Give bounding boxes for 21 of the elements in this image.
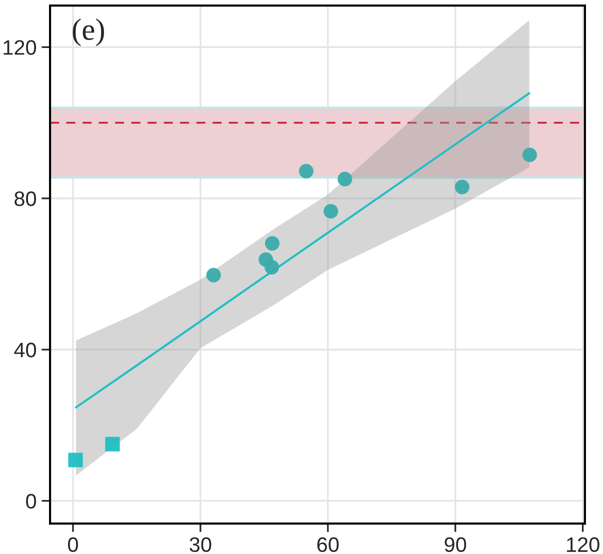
x-tick-label: 120 <box>566 537 600 552</box>
x-tick-label: 30 <box>190 537 212 552</box>
x-tick-label: 0 <box>68 537 78 552</box>
x-tick-label: 90 <box>444 537 466 552</box>
point <box>454 180 470 194</box>
x-tick-label: 60 <box>317 537 339 552</box>
point <box>298 164 314 178</box>
point <box>105 436 120 452</box>
point <box>264 236 280 251</box>
point <box>68 452 83 468</box>
line-series <box>74 92 530 408</box>
y-tick-label: 0 <box>26 494 36 509</box>
y-tick-label: 80 <box>14 191 36 206</box>
y-tick-label: 120 <box>4 40 36 55</box>
point <box>264 260 280 274</box>
point <box>324 204 338 219</box>
annotation: (e) <box>72 18 104 46</box>
y-tick-label: 40 <box>14 342 36 358</box>
point <box>338 172 352 186</box>
point <box>522 148 537 162</box>
point <box>206 268 221 282</box>
